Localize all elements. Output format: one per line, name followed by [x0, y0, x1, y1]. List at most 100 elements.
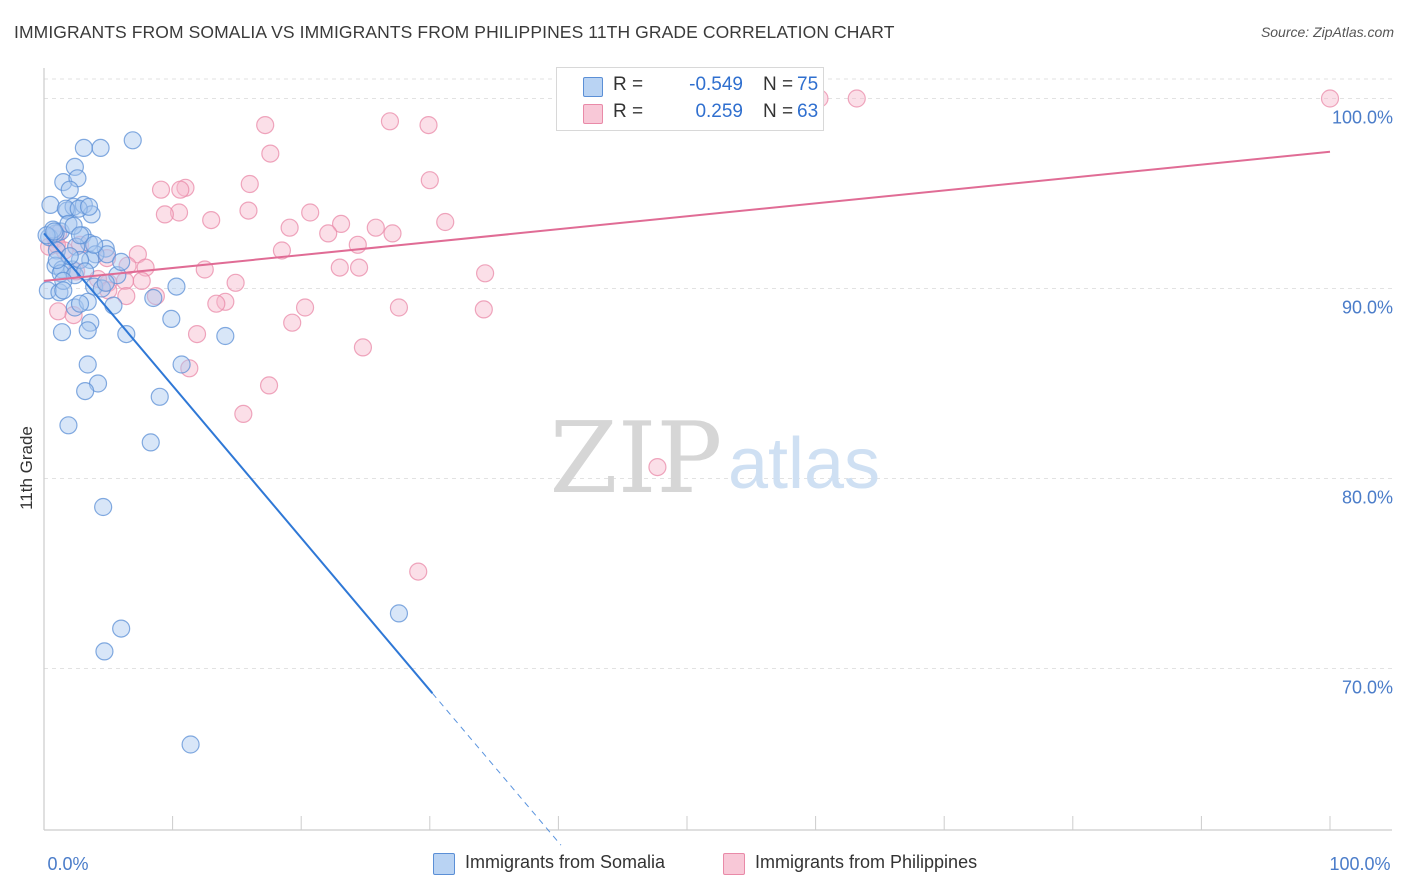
philippines-point [117, 287, 136, 306]
y-tick-label: 100.0% [1332, 108, 1393, 128]
source-label: Source: ZipAtlas.com [1260, 24, 1394, 40]
philippines-point [261, 144, 280, 163]
philippines-r-label: R = [613, 101, 644, 122]
philippines-point [207, 294, 226, 313]
somalia-point [64, 216, 83, 235]
somalia-trend-extension [431, 692, 562, 846]
somalia-point [59, 416, 78, 435]
somalia-point [74, 138, 93, 157]
somalia-trend-line [43, 232, 434, 694]
somalia-point [97, 245, 117, 264]
philippines-point [256, 115, 275, 135]
somalia-point [70, 250, 90, 270]
philippines-point [330, 258, 349, 277]
somalia-point [54, 173, 73, 192]
philippines-point [216, 292, 235, 311]
philippines-point [146, 287, 165, 306]
somalia-point [96, 239, 115, 258]
somalia-point [91, 138, 110, 157]
somalia-point [54, 281, 73, 300]
tick-labels: 100.0% 90.0% 80.0% 70.0% 0.0% 100.0% [47, 108, 1393, 875]
x-tick-label: 0.0% [47, 854, 88, 874]
somalia-n-label: N = [763, 74, 794, 95]
somalia-point [70, 226, 90, 245]
philippines-point [436, 212, 455, 232]
somalia-r-label: R = [613, 74, 644, 95]
somalia-point [81, 250, 100, 270]
watermark: ZIP atlas [550, 402, 880, 516]
somalia-point [85, 235, 104, 254]
philippines-point [283, 313, 302, 332]
philippines-point [259, 376, 279, 395]
trend-lines [43, 150, 1331, 846]
bottom-philippines-swatch [723, 853, 745, 875]
philippines-point [169, 203, 189, 222]
bottom-somalia-label: Immigrants from Somalia [465, 852, 666, 872]
philippines-point [319, 224, 338, 243]
y-tick-label: 70.0% [1342, 678, 1393, 698]
somalia-point [389, 604, 409, 623]
somalia-point [70, 294, 90, 313]
philippines-point [202, 211, 221, 230]
philippines-point [226, 273, 245, 292]
axes [43, 68, 1392, 831]
somalia-point [112, 252, 131, 271]
somalia-n-value: 75 [797, 74, 819, 95]
philippines-point [353, 338, 373, 357]
philippines-point [331, 214, 351, 233]
philippines-n-value: 63 [797, 101, 819, 122]
grid-lines [44, 78, 1392, 669]
somalia-point [47, 250, 66, 270]
somalia-point [141, 433, 160, 452]
watermark-zip: ZIP [550, 402, 723, 516]
somalia-point [95, 642, 114, 661]
somalia-point [112, 619, 131, 638]
bottom-somalia-swatch [433, 853, 455, 875]
philippines-point [49, 302, 68, 321]
philippines-point [420, 171, 439, 190]
somalia-point [144, 288, 163, 308]
somalia-point [60, 180, 79, 199]
philippines-point [475, 264, 495, 283]
somalia-point [94, 497, 113, 517]
somalia-point [181, 735, 200, 754]
philippines-n-label: N = [763, 101, 794, 122]
somalia-point [45, 222, 64, 241]
somalia-point [79, 197, 99, 216]
philippines-point [847, 89, 866, 108]
somalia-point [162, 309, 181, 328]
somalia-point [52, 323, 72, 342]
philippines-point [295, 298, 315, 317]
y-tick-label: 80.0% [1342, 488, 1393, 508]
philippines-point [187, 325, 207, 344]
philippines-point [64, 306, 83, 325]
philippines-point [301, 203, 320, 222]
x-tick-label: 100.0% [1329, 854, 1390, 874]
somalia-point [41, 195, 60, 214]
somalia-point [38, 281, 57, 300]
philippines-point [366, 218, 385, 237]
philippines-point [171, 180, 190, 199]
philippines-swatch [583, 104, 603, 124]
somalia-point [65, 157, 84, 176]
somalia-point [216, 326, 235, 346]
somalia-point [167, 277, 186, 296]
somalia-point [104, 296, 123, 315]
philippines-point [272, 241, 292, 260]
somalia-point [78, 321, 97, 340]
somalia-point [117, 325, 136, 344]
philippines-point [132, 271, 151, 290]
somalia-point [56, 199, 75, 218]
somalia-points [37, 131, 409, 754]
somalia-point [123, 131, 142, 150]
philippines-point [1320, 89, 1340, 108]
philippines-point [280, 218, 299, 237]
somalia-swatch [583, 77, 603, 97]
somalia-point [54, 271, 73, 290]
philippines-point [151, 180, 171, 199]
somalia-point [172, 355, 191, 374]
philippines-point [648, 458, 667, 477]
bottom-philippines-label: Immigrants from Philippines [755, 852, 978, 872]
philippines-point [239, 201, 258, 220]
